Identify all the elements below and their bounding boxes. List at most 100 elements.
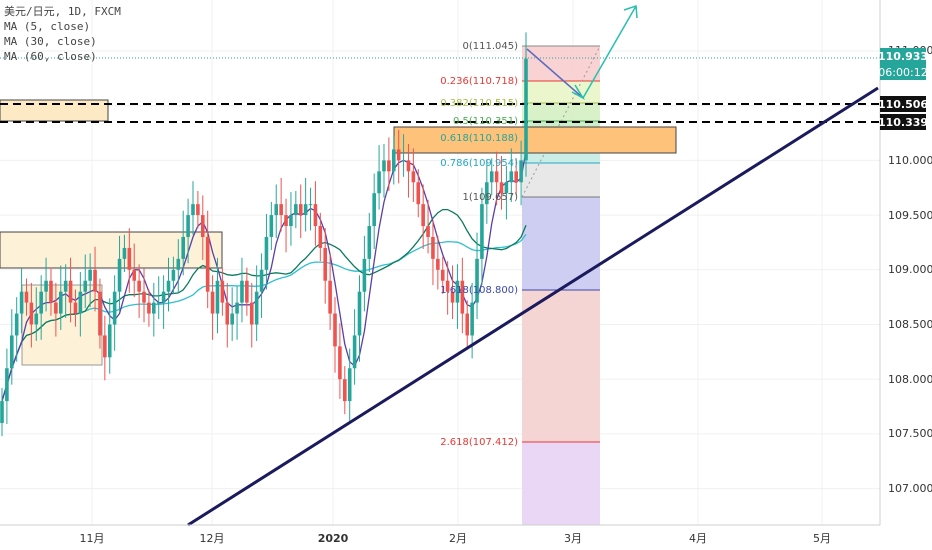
fib-label-0786: 0.786(109.954): [440, 158, 518, 169]
candle: [269, 215, 274, 237]
candle: [19, 291, 24, 314]
legend-ma60: MA (60, close): [4, 50, 97, 63]
candle: [377, 171, 381, 194]
candle: [382, 160, 386, 172]
fib-extension-tool[interactable]: [521, 45, 601, 525]
candle: [470, 302, 474, 336]
candle: [34, 313, 39, 325]
candle: [524, 58, 528, 161]
candle: [284, 215, 288, 227]
candle: [338, 346, 342, 380]
candle: [103, 335, 107, 358]
candle: [245, 280, 249, 303]
fib-label-1618: 1.618(108.800): [440, 285, 518, 296]
fib-zone-0786-1: [522, 163, 600, 197]
level-badge-2-text: 110.339: [878, 116, 928, 129]
candle: [489, 171, 494, 183]
candle: [5, 368, 9, 402]
candle: [455, 280, 460, 303]
candle: [480, 204, 484, 259]
price-badge: [880, 48, 926, 64]
candle: [58, 291, 63, 314]
candle: [391, 149, 396, 172]
candle: [294, 204, 298, 216]
candle: [303, 204, 308, 216]
countdown-badge: [880, 64, 926, 80]
candle: [93, 269, 97, 292]
candle: [78, 291, 83, 314]
x-tick: 2月: [449, 532, 467, 545]
candle: [191, 204, 195, 216]
candle: [259, 269, 264, 292]
x-tick: 5月: [813, 532, 831, 545]
legend-ma30: MA (30, close): [4, 35, 97, 48]
candle: [88, 269, 92, 281]
candle: [235, 302, 239, 314]
candle: [372, 193, 376, 227]
candle: [367, 226, 372, 259]
candle: [73, 302, 78, 314]
candle: [313, 204, 318, 227]
candle: [39, 291, 43, 314]
level-badge-1: [880, 96, 926, 112]
candle: [171, 269, 176, 281]
candle: [122, 247, 127, 259]
fib-label-0382: 0.382(110.515): [440, 98, 518, 109]
candle: [426, 226, 430, 237]
candle: [298, 204, 303, 216]
y-tick: 109.500: [888, 209, 932, 222]
legend-ma5: MA (5, close): [4, 20, 91, 33]
candle: [328, 280, 332, 314]
y-tick: 110.000: [888, 154, 932, 167]
candle: [411, 171, 416, 183]
projection-arrows[interactable]: [526, 4, 638, 101]
candle: [401, 160, 406, 162]
candle: [24, 291, 29, 303]
candle: [514, 171, 519, 183]
candle: [308, 204, 313, 206]
candle: [509, 171, 514, 183]
candle: [205, 236, 210, 292]
candle: [127, 247, 132, 270]
candle: [29, 302, 34, 325]
price-axis[interactable]: 111.000 110.000 109.500 109.000 108.500 …: [878, 0, 932, 525]
candle: [436, 258, 440, 270]
candle: [347, 368, 352, 402]
level-badge-2: [880, 114, 926, 130]
fib-label-0236: 0.236(110.718): [440, 76, 518, 87]
candle: [215, 280, 220, 314]
candle: [460, 280, 465, 314]
candle: [181, 236, 185, 259]
candle: [107, 324, 112, 358]
fib-label-05: 0.5(110.351): [453, 116, 518, 127]
candle: [98, 291, 102, 336]
ascending-trendline[interactable]: [187, 86, 879, 527]
candle: [83, 280, 88, 292]
candle: [225, 302, 230, 325]
candles: [0, 32, 528, 437]
candle: [445, 280, 450, 292]
candle: [406, 160, 411, 172]
candle: [166, 280, 171, 292]
candle: [0, 401, 4, 423]
y-tick: 108.500: [888, 318, 932, 331]
candle: [352, 335, 357, 369]
ma30-line: [1, 208, 527, 402]
candle: [220, 280, 225, 303]
time-axis[interactable]: 11月 12月 2020 2月 3月 4月 5月: [0, 524, 880, 545]
candle: [440, 269, 445, 281]
candle: [323, 247, 328, 281]
ma5-line: [1, 150, 527, 402]
candle: [318, 226, 323, 248]
candle: [485, 182, 489, 205]
y-tick: 107.500: [888, 427, 932, 440]
price-badge-text: 110.933: [878, 50, 928, 63]
supply-zone-orange: [393, 126, 677, 154]
candle: [147, 302, 151, 314]
candle: [117, 258, 122, 292]
candle: [137, 280, 141, 292]
candle: [230, 313, 234, 325]
countdown-text: 06:00:12: [878, 66, 927, 79]
fib-labels: 0(111.045) 0.236(110.718) 0.382(110.515)…: [440, 41, 518, 448]
